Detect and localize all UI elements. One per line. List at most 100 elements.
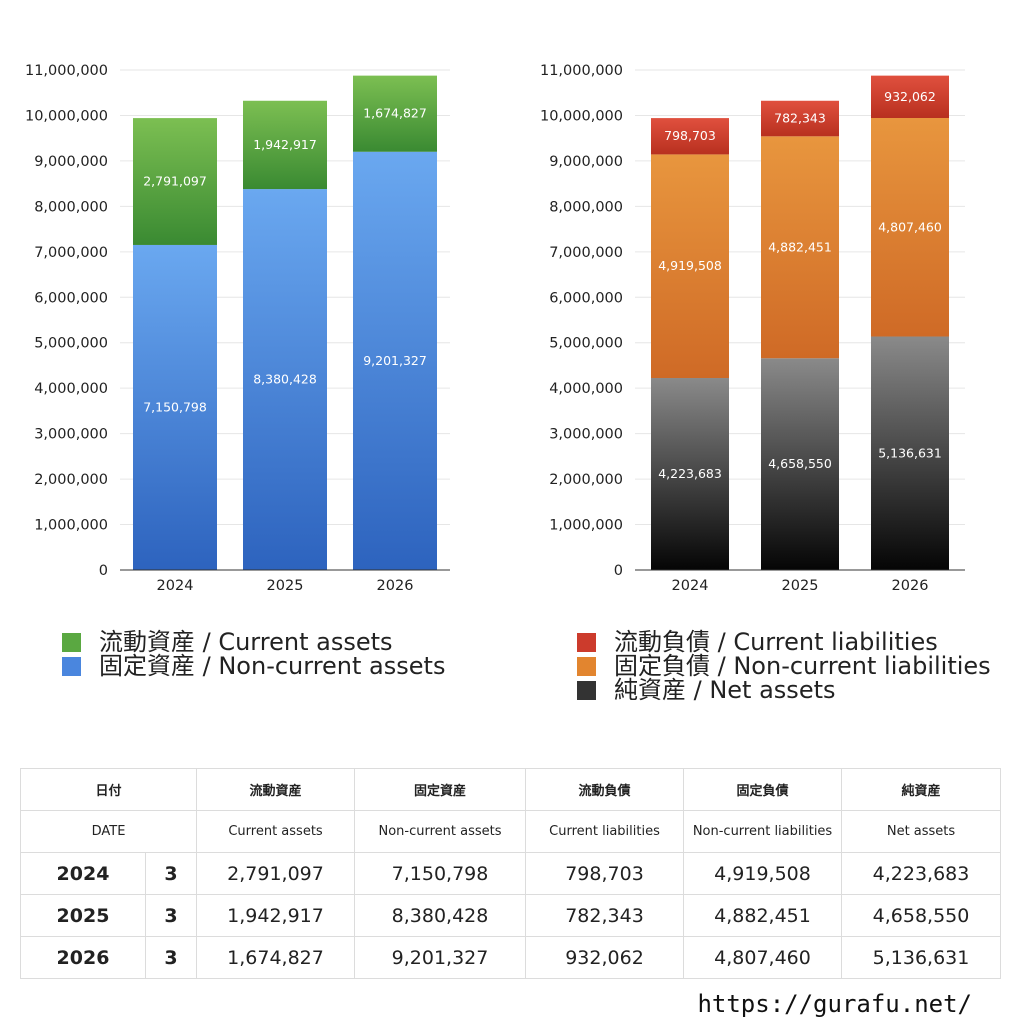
legend-item-noncurrent-liabilities: 固定負債 / Non-current liabilities	[577, 654, 991, 678]
bar-data-label: 9,201,327	[363, 353, 427, 368]
y-tick-label: 11,000,000	[25, 63, 108, 79]
bar-segment	[353, 151, 437, 570]
table-header-cell: Net assets	[841, 810, 1002, 853]
bar-data-label: 7,150,798	[143, 399, 207, 414]
table-header-cell: 流動資産	[196, 768, 356, 811]
table-header-cell: Current liabilities	[525, 810, 685, 853]
y-tick-label: 9,000,000	[34, 154, 108, 170]
table-cell: 4,882,451	[683, 894, 843, 937]
bar-data-label: 4,919,508	[658, 258, 722, 273]
y-tick-label: 7,000,000	[34, 245, 108, 261]
legend-swatch-noncurrent-assets	[62, 656, 81, 676]
table-cell: 5,136,631	[841, 936, 1002, 979]
bar-segment	[651, 118, 729, 155]
table-cell: 7,150,798	[354, 852, 527, 895]
legend-swatch-noncurrent-liabilities	[577, 656, 596, 676]
bar-segment	[651, 154, 729, 379]
table-cell: 4,919,508	[683, 852, 843, 895]
legend-label-noncurrent-assets: 固定資産 / Non-current assets	[99, 652, 446, 680]
y-tick-label: 4,000,000	[34, 381, 108, 397]
bar-segment	[243, 189, 327, 570]
site-url: https://gurafu.net/	[697, 990, 972, 1018]
bar-segment	[871, 75, 949, 118]
legend-item-current-liabilities: 流動負債 / Current liabilities	[577, 630, 991, 654]
table-cell-month: 3	[144, 936, 198, 979]
chart-liabilities: 0 1,000,000 2,000,000 3,000,000 4,000,000 5,0…	[540, 63, 965, 594]
y-tick-label: 5,000,000	[34, 336, 108, 352]
table-cell-year: 2025	[20, 894, 146, 937]
y-tick-label: 7,000,000	[549, 245, 623, 261]
bar-segment	[353, 75, 437, 152]
table-header-row-en: DATE Current assets Non-current assets C…	[19, 810, 1002, 853]
table-cell: 2,791,097	[196, 852, 356, 895]
table-cell: 4,223,683	[841, 852, 1002, 895]
table-cell-year: 2024	[20, 852, 146, 895]
y-tick-label: 2,000,000	[549, 472, 623, 488]
bar-segment	[871, 117, 949, 337]
bar-data-label: 782,343	[774, 111, 826, 126]
table-cell: 932,062	[525, 936, 685, 979]
bar-segment	[133, 244, 217, 570]
x-tick-label: 2024	[672, 578, 709, 594]
bar-segment	[761, 100, 839, 137]
y-tick-label: 9,000,000	[549, 154, 623, 170]
y-tick-label: 0	[614, 563, 623, 579]
legend-swatch-net-assets	[577, 680, 596, 700]
legend-label-current-liabilities: 流動負債 / Current liabilities	[614, 628, 938, 656]
y-tick-label: 6,000,000	[34, 290, 108, 306]
y-tick-label: 1,000,000	[549, 518, 623, 534]
legend-swatch-current-assets	[62, 632, 81, 652]
bar-segment	[871, 336, 949, 570]
table-header-row-ja: 日付 流動資産 固定資産 流動負債 固定負債 純資産	[19, 768, 1002, 811]
y-tick-label: 4,000,000	[549, 381, 623, 397]
table-cell: 798,703	[525, 852, 685, 895]
bar-data-label: 798,703	[664, 128, 716, 143]
x-tick-label: 2026	[377, 578, 414, 594]
table-row: 2025 3 1,942,917 8,380,428 782,343 4,882…	[20, 894, 1002, 937]
bar-segment	[133, 118, 217, 245]
table-cell-year: 2026	[20, 936, 146, 979]
bar-segment	[761, 358, 839, 570]
bar-segment	[761, 136, 839, 359]
y-tick-label: 5,000,000	[549, 336, 623, 352]
table-cell-month: 3	[144, 852, 198, 895]
table-cell: 782,343	[525, 894, 685, 937]
legend-liabilities: 流動負債 / Current liabilities 固定負債 / Non-cu…	[577, 630, 991, 702]
table-row: 2024 3 2,791,097 7,150,798 798,703 4,919…	[20, 852, 1002, 895]
table-cell: 9,201,327	[354, 936, 527, 979]
bar-data-label: 1,942,917	[253, 137, 317, 152]
table-cell-month: 3	[144, 894, 198, 937]
x-tick-label: 2025	[267, 578, 304, 594]
bar-data-label: 4,807,460	[878, 219, 942, 234]
bar-data-label: 4,882,451	[768, 239, 832, 254]
table-header-cell: Non-current liabilities	[683, 810, 843, 853]
x-tick-label: 2026	[892, 578, 929, 594]
legend-label-current-assets: 流動資産 / Current assets	[99, 628, 393, 656]
table-header-cell: DATE	[19, 810, 198, 853]
x-tick-label: 2025	[782, 578, 819, 594]
data-table: 日付 流動資産 固定資産 流動負債 固定負債 純資産 DATE Current …	[19, 768, 1002, 979]
legend-item-net-assets: 純資産 / Net assets	[577, 678, 991, 702]
table-row: 2026 3 1,674,827 9,201,327 932,062 4,807…	[20, 936, 1002, 979]
y-tick-label: 1,000,000	[34, 518, 108, 534]
x-tick-label: 2024	[157, 578, 194, 594]
table-header-cell: 固定負債	[683, 768, 843, 811]
bar-segment	[243, 100, 327, 190]
table-header-cell: 日付	[19, 768, 198, 811]
y-tick-label: 3,000,000	[34, 427, 108, 443]
y-tick-label: 8,000,000	[549, 199, 623, 215]
bar-data-label: 8,380,428	[253, 372, 317, 387]
table-header-cell: Current assets	[196, 810, 356, 853]
bar-data-label: 932,062	[884, 89, 936, 104]
y-tick-label: 2,000,000	[34, 472, 108, 488]
table-header-cell: Non-current assets	[354, 810, 527, 853]
y-tick-label: 8,000,000	[34, 199, 108, 215]
bar-data-label: 2,791,097	[143, 174, 207, 189]
legend-label-noncurrent-liabilities: 固定負債 / Non-current liabilities	[614, 652, 991, 680]
table-cell: 4,658,550	[841, 894, 1002, 937]
y-tick-label: 6,000,000	[549, 290, 623, 306]
y-tick-label: 11,000,000	[540, 63, 623, 79]
legend-swatch-current-liabilities	[577, 632, 596, 652]
legend-item-noncurrent-assets: 固定資産 / Non-current assets	[62, 654, 445, 678]
charts-canvas: 0 1,000,000 2,000,000 3,000,000 4,000,000 5,0…	[25, 63, 965, 594]
